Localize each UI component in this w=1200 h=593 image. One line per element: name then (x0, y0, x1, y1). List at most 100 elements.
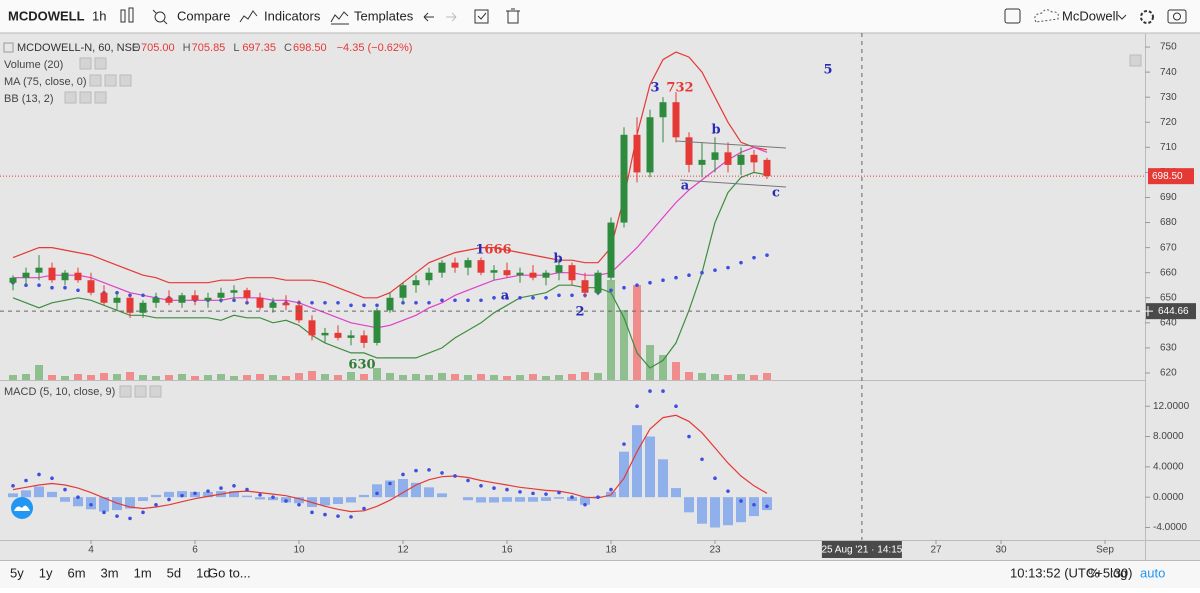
indicators-button[interactable]: Indicators (264, 8, 321, 23)
goto-button[interactable]: Go to... (208, 565, 251, 580)
cloud-icon (1034, 9, 1059, 23)
templates-button[interactable]: Templates (354, 8, 414, 23)
macd-histogram-bar (255, 497, 265, 500)
candle-body (48, 267, 56, 281)
volume-bar (555, 375, 563, 380)
redo-button[interactable] (446, 12, 457, 22)
volume-bar (633, 285, 641, 380)
macd-dot (297, 502, 301, 507)
interval-button[interactable]: 1h (92, 8, 106, 23)
wave-label[interactable]: a (681, 179, 690, 194)
volume-bar (698, 373, 706, 380)
y-tick-label: 740 (1160, 67, 1177, 78)
legend-bb: BB (13, 2) (4, 93, 54, 105)
trend-line[interactable] (679, 179, 787, 188)
wave-label[interactable]: 732 (666, 81, 693, 96)
wave-label[interactable]: 5 (823, 63, 832, 78)
symbol-button[interactable]: MCDOWELL (8, 8, 85, 23)
range-button[interactable]: 6m (67, 565, 85, 580)
macd-dot (492, 486, 496, 490)
candle-body (685, 137, 693, 165)
volume-bar (113, 374, 121, 380)
wave-label[interactable]: a (501, 289, 510, 304)
layout-name[interactable]: McDowell (1062, 8, 1118, 23)
y-tick-label: 0.0000 (1153, 492, 1184, 503)
range-button[interactable]: 1m (134, 565, 152, 580)
volume-bar (750, 375, 758, 380)
auto-button[interactable]: auto (1140, 565, 1165, 580)
ma-dot (479, 298, 483, 303)
wave-label[interactable]: b (553, 252, 562, 267)
trend-line[interactable] (675, 140, 787, 149)
layout-dropdown[interactable] (1117, 14, 1127, 20)
percent-button[interactable]: % (1088, 565, 1100, 580)
wave-label[interactable]: 630 (348, 358, 375, 373)
save-button[interactable] (474, 9, 489, 24)
range-button[interactable]: 1d (196, 565, 210, 580)
legend: MCDOWELL-N, 60, NSE O 705.00 H 705.85 L 697.3… (3, 42, 1142, 398)
range-button[interactable]: 1y (39, 565, 53, 580)
macd-histogram-bar (554, 497, 564, 499)
wave-label[interactable]: 2 (575, 305, 584, 320)
volume-bar (594, 373, 602, 380)
candle-body (347, 335, 355, 338)
macd-dot (284, 499, 288, 503)
range-button[interactable]: 5d (167, 565, 181, 580)
range-button[interactable]: 3m (101, 565, 119, 580)
undo-button[interactable] (423, 12, 434, 22)
macd-dot (622, 442, 626, 446)
compare-icon[interactable] (152, 9, 168, 25)
candle-body (464, 260, 472, 268)
candle-body (412, 280, 420, 286)
wave-label[interactable]: 1 (475, 243, 484, 258)
volume-bar (581, 372, 589, 380)
wave-label[interactable]: 666 (484, 243, 511, 258)
delete-button[interactable] (506, 8, 520, 24)
wave-label[interactable]: c (772, 186, 780, 201)
candle-body (165, 297, 173, 303)
macd-histogram-bar (60, 497, 70, 502)
toolbar-bg (0, 0, 1200, 33)
chart-type-icon[interactable] (120, 7, 134, 23)
volume-bar (74, 374, 82, 380)
macd-dot (362, 506, 366, 511)
legend-buttons[interactable] (64, 54, 1142, 398)
toolbar: MCDOWELL 1h Compare Indicators Templates… (0, 0, 1200, 34)
macd-dot (414, 468, 418, 473)
candle-body (217, 292, 225, 298)
volume-bar (360, 374, 368, 380)
y-tick-label: 640 (1160, 317, 1177, 328)
ma-dot (375, 303, 379, 308)
macd-histogram-bar (294, 497, 304, 504)
bottom-bar: Go to... 10:13:52 (UTC+5:30) % log auto … (0, 560, 1200, 588)
candle-body (542, 272, 550, 278)
volume-bar (178, 374, 186, 380)
settings-button[interactable] (1140, 10, 1154, 24)
volume-bar (711, 374, 719, 380)
ma-dot (765, 253, 769, 257)
snapshot-button[interactable] (1167, 9, 1187, 24)
macd-dot (154, 502, 158, 507)
log-button[interactable]: log (1110, 565, 1127, 580)
wave-label[interactable]: b (711, 123, 720, 138)
templates-icon[interactable] (330, 11, 349, 25)
compare-button[interactable]: Compare (177, 8, 230, 23)
fullscreen-button[interactable] (1004, 8, 1021, 24)
candle-body (269, 302, 277, 308)
macd-histogram-bar (99, 497, 109, 512)
x-tick-label: 10 (293, 545, 305, 556)
wave-label[interactable]: 3 (650, 81, 659, 96)
macd-histogram-bar (463, 497, 473, 501)
macd-histogram-bar (684, 497, 694, 513)
candle-body (9, 277, 17, 283)
indicators-icon[interactable] (239, 10, 258, 23)
candle-body (750, 154, 758, 163)
ma-dot (739, 260, 743, 265)
range-button[interactable]: 5y (10, 565, 24, 580)
y-tick-label: 680 (1160, 217, 1177, 228)
candle-body (425, 272, 433, 281)
ma-dot (466, 298, 470, 303)
macd-histogram-bar (567, 497, 577, 501)
x-tick-label: 4 (88, 545, 94, 556)
ma-dot (323, 300, 327, 305)
